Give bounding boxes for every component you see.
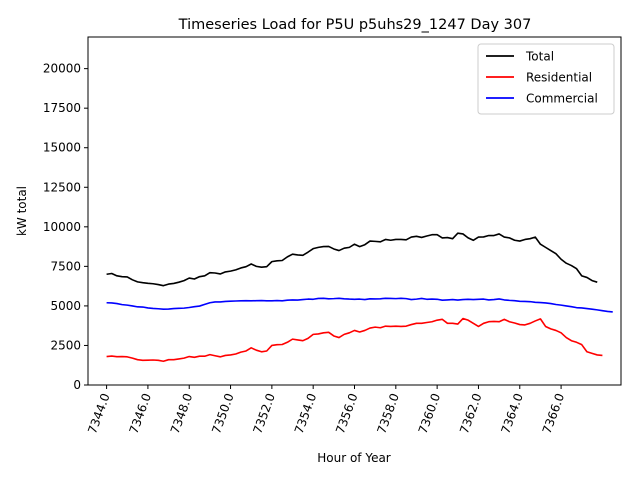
series-line-commercial xyxy=(106,297,613,313)
y-tick-label: 15000 xyxy=(43,141,81,155)
legend-label-commercial: Commercial xyxy=(526,92,598,106)
legend-frame xyxy=(477,43,615,115)
x-axis-label: Hour of Year xyxy=(317,451,391,465)
y-tick-label: 10000 xyxy=(43,220,81,234)
y-tick-label: 12500 xyxy=(43,180,81,194)
series-layer xyxy=(106,232,613,363)
legend-label-total: Total xyxy=(525,50,554,64)
y-tick-label: 7500 xyxy=(50,259,81,273)
legend: Total Residential Commercial xyxy=(477,43,615,115)
series-line-total xyxy=(106,232,598,287)
y-tick-label: 0 xyxy=(73,378,81,392)
chart-title: Timeseries Load for P5U p5uhs29_1247 Day… xyxy=(178,17,532,33)
y-tick-label: 5000 xyxy=(50,299,81,313)
y-tick-label: 2500 xyxy=(50,338,81,352)
plot-area-frame xyxy=(87,36,622,386)
y-tick-label: 20000 xyxy=(43,62,81,76)
legend-label-residential: Residential xyxy=(526,71,592,85)
series-line-residential xyxy=(106,317,603,363)
y-axis-label: kW total xyxy=(15,186,29,236)
y-tick-label: 17500 xyxy=(43,101,81,115)
